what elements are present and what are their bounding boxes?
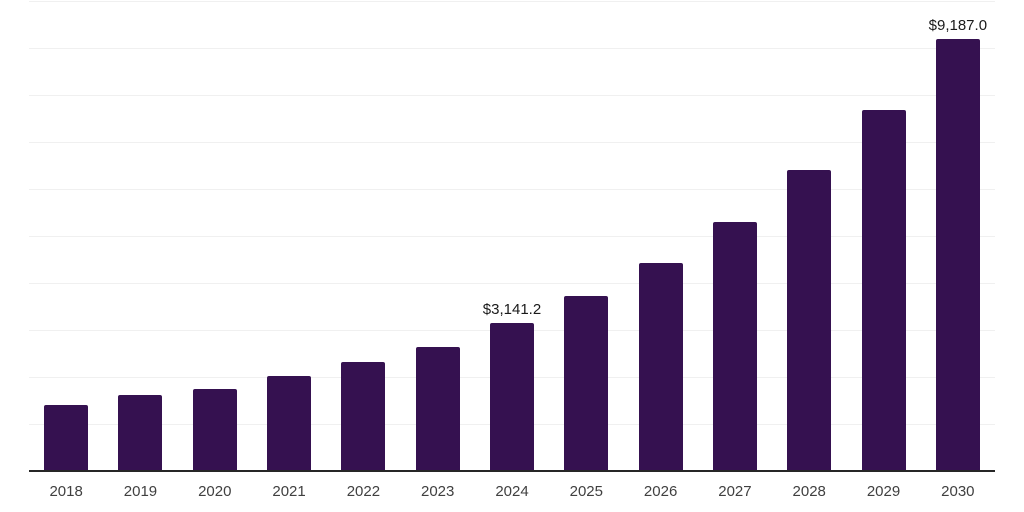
bar-2023[interactable] (415, 346, 460, 471)
x-tick-2022: 2022 (346, 483, 381, 500)
x-axis-ticks: 2018 2019 2020 2021 2022 2023 2024 2025 2026 2027… (29, 484, 995, 502)
bar-2030[interactable] (935, 39, 980, 471)
x-tick-2028: 2028 (792, 483, 826, 500)
bar-2026[interactable] (638, 262, 683, 471)
plot-area: $3,141.2 $9,187.0 (29, 1, 995, 471)
x-tick-2023: 2023 (421, 483, 455, 500)
x-tick-2020: 2020 (198, 483, 232, 500)
bar-2029[interactable] (861, 109, 906, 471)
x-tick-2018: 2018 (49, 483, 83, 500)
bar-value-label-2030: $9,187.0 (928, 17, 988, 35)
gridline (29, 236, 995, 237)
bar-2021[interactable] (267, 376, 312, 471)
gridline (29, 189, 995, 190)
bar-2027[interactable] (712, 221, 757, 471)
bar-2018[interactable] (44, 405, 89, 471)
gridline (29, 283, 995, 284)
gridline (29, 48, 995, 49)
bar-2019[interactable] (118, 395, 163, 471)
x-tick-2030: 2030 (941, 483, 975, 500)
x-axis-line (29, 470, 995, 472)
bar-2022[interactable] (341, 361, 386, 471)
x-tick-2026: 2026 (643, 483, 678, 500)
x-tick-2021: 2021 (272, 483, 306, 500)
x-tick-2024: 2024 (495, 483, 529, 500)
x-tick-2025: 2025 (569, 483, 603, 500)
bar-value-label-2024: $3,141.2 (482, 301, 542, 319)
x-tick-2029: 2029 (866, 483, 901, 500)
gridline (29, 1, 995, 2)
bar-2024[interactable] (490, 323, 534, 471)
x-tick-2027: 2027 (718, 483, 752, 500)
gridline (29, 142, 995, 143)
bar-2028[interactable] (787, 169, 832, 471)
bar-2025[interactable] (564, 296, 609, 471)
gridline (29, 95, 995, 96)
bar-2020[interactable] (192, 389, 237, 471)
x-tick-2019: 2019 (123, 483, 158, 500)
